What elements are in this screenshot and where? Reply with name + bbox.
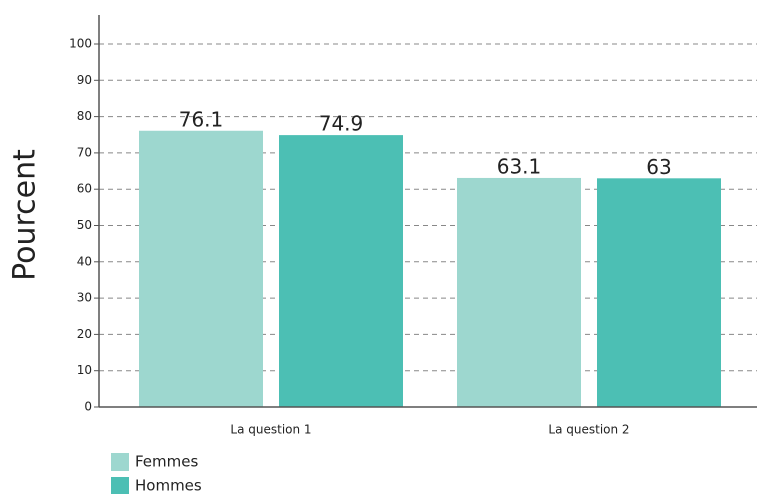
y-tick-label: 0	[84, 400, 92, 414]
y-axis-label: Pourcent	[8, 149, 43, 281]
y-tick-label: 40	[77, 254, 92, 268]
y-tick-label: 30	[77, 291, 92, 305]
y-tick-label: 10	[77, 363, 92, 377]
value-label: 76.1	[179, 107, 224, 131]
bar	[279, 135, 403, 407]
y-tick-label: 20	[77, 327, 92, 341]
value-label: 74.9	[319, 112, 364, 136]
bar	[457, 177, 581, 407]
y-tick-label: 50	[77, 218, 92, 232]
y-tick-label: 90	[77, 73, 92, 87]
y-tick-label: 80	[77, 109, 92, 123]
x-tick-label: La question 1	[230, 423, 311, 437]
bar	[597, 178, 721, 407]
legend-swatch	[111, 453, 129, 471]
bar	[139, 130, 263, 407]
legend-label: Femmes	[135, 453, 198, 471]
legend-swatch	[111, 477, 129, 494]
legend-label: Hommes	[135, 477, 202, 494]
y-tick-label: 60	[77, 182, 92, 196]
x-tick-label: La question 2	[548, 423, 629, 437]
value-label: 63.1	[497, 154, 542, 178]
y-tick-label: 70	[77, 145, 92, 159]
value-label: 63	[646, 155, 671, 179]
y-tick-label: 100	[69, 37, 92, 51]
